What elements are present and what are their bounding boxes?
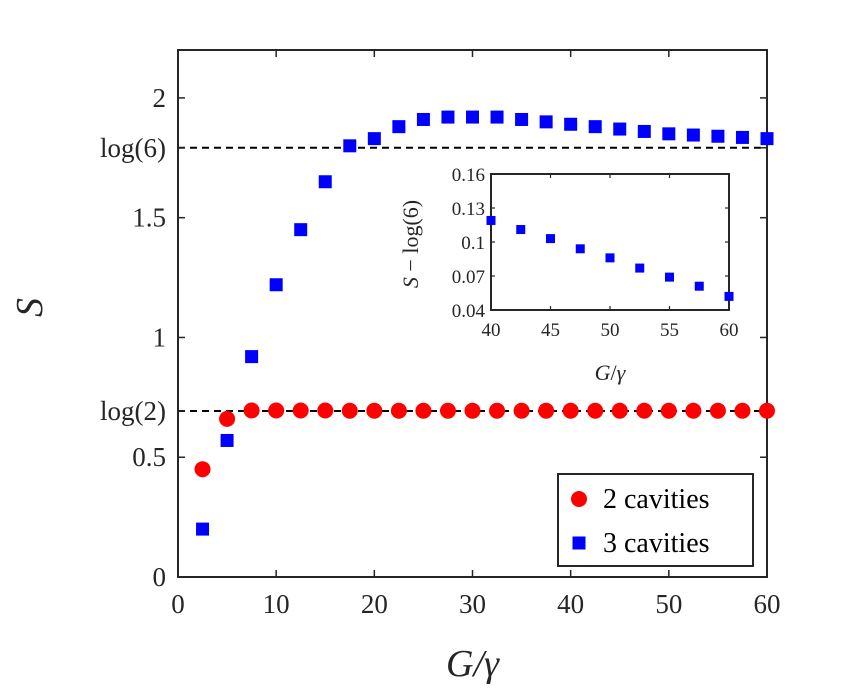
- legend-marker-3-cavities: [572, 536, 586, 550]
- inset-point-3-cavities: [575, 244, 585, 254]
- point-3-cavities: [711, 129, 725, 143]
- x-tick-label: 20: [361, 589, 388, 619]
- point-3-cavities: [686, 128, 700, 142]
- y-tick-label: log(6): [100, 133, 166, 163]
- point-3-cavities: [588, 120, 602, 134]
- y-tick-label: 2: [153, 83, 167, 113]
- point-2-cavities: [734, 402, 751, 419]
- point-2-cavities: [660, 402, 677, 419]
- x-tick-label: 50: [655, 589, 682, 619]
- inset-point-3-cavities: [605, 253, 615, 263]
- point-3-cavities: [196, 522, 210, 536]
- y-axis-label: S: [9, 298, 51, 317]
- inset-point-3-cavities: [724, 291, 734, 301]
- y-tick-label: 1: [153, 322, 167, 352]
- point-3-cavities: [294, 223, 308, 237]
- point-3-cavities: [515, 112, 529, 126]
- x-tick-label: 60: [754, 589, 781, 619]
- legend-marker-2-cavities: [571, 491, 587, 507]
- point-3-cavities: [735, 130, 749, 144]
- y-tick-label: 0: [153, 562, 167, 592]
- inset-y-tick-label: 0.07: [452, 267, 485, 288]
- point-2-cavities: [636, 402, 653, 419]
- point-2-cavities: [709, 402, 726, 419]
- inset-x-tick-label: 55: [660, 320, 679, 341]
- inset-point-3-cavities: [665, 272, 674, 282]
- point-2-cavities: [489, 402, 506, 419]
- legend-label: 3 cavities: [603, 528, 710, 559]
- inset-y-tick-label: 0.1: [461, 233, 485, 254]
- point-3-cavities: [662, 127, 676, 141]
- inset-y-tick-label: 0.04: [452, 301, 486, 322]
- point-2-cavities: [759, 402, 775, 419]
- legend: 2 cavities 3 cavities: [557, 473, 754, 567]
- point-2-cavities: [317, 402, 334, 419]
- point-3-cavities: [613, 122, 627, 136]
- inset-plot: 40 45 50 55 60 0.04 0.07 0.1 0.13 0.16 G/γ S − log(…: [398, 165, 739, 385]
- point-2-cavities: [562, 402, 579, 419]
- point-3-cavities: [490, 110, 504, 124]
- legend-label: 2 cavities: [603, 484, 710, 515]
- point-3-cavities: [441, 110, 455, 124]
- y-tick-label: log(2): [100, 396, 166, 426]
- legend-box: [557, 473, 754, 567]
- point-2-cavities: [538, 402, 555, 419]
- point-2-cavities: [292, 402, 309, 419]
- point-2-cavities: [390, 402, 407, 419]
- inset-point-3-cavities: [694, 281, 704, 291]
- x-tick-label: 40: [557, 589, 584, 619]
- point-2-cavities: [415, 402, 432, 419]
- point-2-cavities: [439, 402, 456, 419]
- point-3-cavities: [392, 120, 406, 134]
- main-axes: 0 10 20 30 40 50 60 0 0.5 log(2) 1 1.5 log(6) 2 G/γ S: [9, 49, 781, 685]
- point-2-cavities: [366, 402, 383, 419]
- point-3-cavities: [269, 278, 283, 292]
- point-2-cavities: [611, 402, 628, 419]
- inset-x-tick-label: 60: [720, 320, 739, 341]
- point-3-cavities: [466, 110, 479, 124]
- inset-x-tick-label: 45: [541, 320, 560, 341]
- point-3-cavities: [318, 175, 332, 189]
- point-3-cavities: [760, 132, 774, 146]
- inset-y-axis-label: S − log(6): [398, 200, 423, 288]
- inset-y-tick-label: 0.16: [452, 165, 485, 186]
- point-2-cavities: [685, 402, 702, 419]
- point-3-cavities: [343, 139, 357, 153]
- point-3-cavities: [416, 112, 430, 126]
- inset-x-axis-label: G/γ: [595, 360, 627, 385]
- inset-x-tick-label: 50: [601, 320, 620, 341]
- point-2-cavities: [219, 410, 236, 427]
- point-2-cavities: [194, 461, 211, 478]
- x-tick-label: 10: [263, 589, 290, 619]
- point-3-cavities: [245, 350, 259, 364]
- main-data-points: [194, 110, 775, 536]
- point-3-cavities: [367, 132, 381, 146]
- inset-point-3-cavities: [516, 225, 526, 235]
- inset-point-3-cavities: [635, 263, 645, 273]
- point-2-cavities: [268, 402, 285, 419]
- inset-frame: [490, 173, 730, 311]
- point-3-cavities: [637, 124, 651, 138]
- inset-point-3-cavities: [546, 234, 555, 244]
- point-2-cavities: [464, 402, 481, 419]
- point-3-cavities: [539, 115, 553, 129]
- point-2-cavities: [341, 402, 358, 419]
- point-2-cavities: [513, 402, 530, 419]
- x-tick-label: 30: [459, 589, 486, 619]
- y-tick-label: 0.5: [132, 442, 166, 472]
- x-axis-label: G/γ: [446, 643, 500, 685]
- inset-y-tick-label: 0.13: [452, 199, 485, 220]
- point-2-cavities: [587, 402, 604, 419]
- y-tick-label: 1.5: [132, 203, 166, 233]
- x-tick-label: 0: [171, 589, 185, 619]
- inset-point-3-cavities: [486, 215, 496, 225]
- point-3-cavities: [220, 433, 234, 447]
- inset-x-tick-label: 40: [482, 320, 501, 341]
- point-3-cavities: [564, 117, 578, 131]
- point-2-cavities: [243, 402, 260, 419]
